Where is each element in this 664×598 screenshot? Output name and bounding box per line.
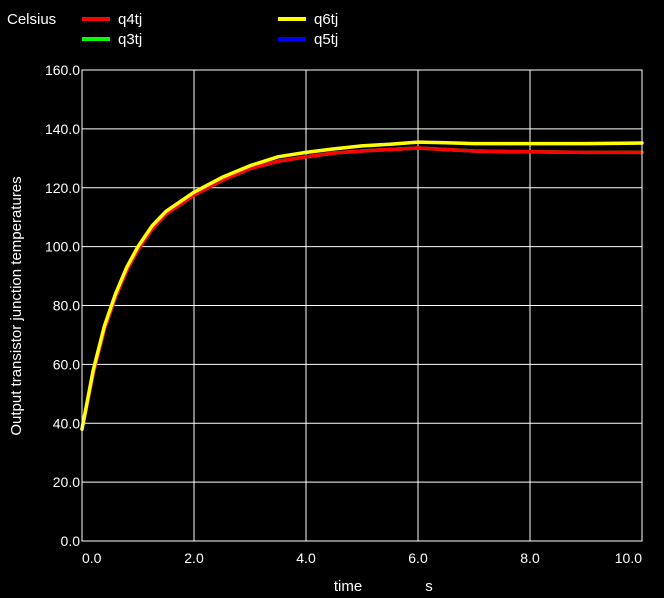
- x-axis-label: time: [334, 578, 362, 595]
- y-tick-label: 160.0: [45, 62, 80, 78]
- axes: 0.0 20.0 40.0 60.0 80.0 100.0 120.0 140.0 160.0 0…: [45, 62, 643, 566]
- series-line-q5tj: [80, 140, 644, 431]
- legend-label-q6tj: q6tj: [314, 11, 338, 28]
- y-tick-label: 100.0: [45, 239, 80, 255]
- y-tick-label: 80.0: [53, 298, 80, 314]
- series-line-q4tj: [80, 146, 644, 431]
- x-tick-label: 8.0: [520, 550, 540, 566]
- y-tick-label: 20.0: [53, 474, 80, 490]
- legend-label-q4tj: q4tj: [118, 11, 142, 28]
- y-tick-label: 140.0: [45, 121, 80, 137]
- x-axis-unit: s: [425, 578, 433, 595]
- legend-label-q3tj: q3tj: [118, 31, 142, 48]
- legend-label-q5tj: q5tj: [314, 31, 338, 48]
- x-tick-label: 2.0: [184, 550, 204, 566]
- y-tick-label: 40.0: [53, 415, 80, 431]
- grid: [81, 69, 643, 542]
- legend: Celsius q4tj q3tj q6tj q5tj: [7, 11, 338, 48]
- series-layer: [80, 140, 644, 431]
- x-tick-label: 0.0: [82, 550, 102, 566]
- plot-frame: [81, 69, 643, 542]
- unit-label: Celsius: [7, 11, 56, 28]
- x-tick-label: 10.0: [615, 550, 642, 566]
- x-tick-label: 6.0: [408, 550, 428, 566]
- y-tick-label: 60.0: [53, 356, 80, 372]
- y-tick-label: 120.0: [45, 180, 80, 196]
- y-tick-label: 0.0: [61, 533, 81, 549]
- x-tick-label: 4.0: [296, 550, 316, 566]
- y-axis-label: Output transistor junction temperatures: [8, 176, 25, 435]
- series-line-q3tj: [80, 146, 644, 431]
- series-line-q6tj: [80, 140, 644, 431]
